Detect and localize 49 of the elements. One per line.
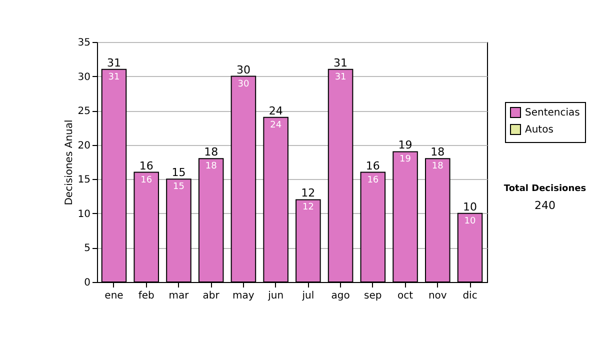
y-tick-label: 0 [84, 278, 90, 288]
data-label: 16 [140, 175, 152, 186]
total-label: 15 [172, 166, 186, 180]
y-tick-label: 35 [78, 38, 90, 48]
y-axis-title: Decisiones Anual [64, 120, 75, 206]
data-label: 15 [172, 182, 184, 192]
x-tick-label: mar [168, 290, 190, 302]
data-label: 30 [238, 79, 250, 90]
data-label: 16 [367, 175, 379, 186]
total-label: 18 [430, 146, 445, 159]
data-label: 18 [205, 162, 218, 172]
x-tick-label: sep [364, 290, 382, 302]
y-tick-label: 15 [78, 174, 90, 186]
total-label: 12 [301, 186, 316, 200]
total-label: 31 [334, 56, 348, 70]
x-tick-label: jun [267, 290, 284, 302]
text: 240 [534, 199, 556, 212]
data-label: 18 [432, 162, 444, 172]
x-tick-label: ene [104, 290, 124, 302]
legend-label: Autos [525, 124, 554, 136]
total-label: 24 [268, 104, 283, 118]
x-tick-label: may [232, 290, 254, 302]
x-tick-label: ago [331, 290, 350, 302]
x-tick-label: oct [398, 290, 414, 302]
total-label: 16 [366, 159, 380, 172]
x-tick-label: abr [202, 290, 220, 302]
data-label: 10 [464, 216, 476, 226]
x-tick-label: feb [138, 290, 154, 302]
total-label: 16 [139, 159, 154, 172]
data-label: 31 [108, 72, 120, 82]
y-tick-label: 10 [78, 208, 90, 220]
x-tick-label: nov [428, 290, 447, 302]
x-tick-label: jul [301, 290, 314, 302]
data-label: 12 [302, 202, 314, 213]
data-label: 24 [270, 120, 282, 130]
text: Total Decisiones [504, 184, 586, 194]
total-label: 19 [398, 138, 412, 152]
legend-label: Sentencias [525, 108, 580, 118]
y-tick-label: 5 [84, 243, 90, 254]
x-tick-label: dic [462, 290, 478, 302]
data-label: 31 [334, 72, 346, 82]
y-tick-label: 30 [78, 72, 90, 83]
y-tick-label: 20 [78, 140, 90, 152]
total-label: 18 [204, 146, 218, 159]
total-label: 10 [463, 200, 478, 214]
total-label: 31 [106, 56, 121, 70]
y-tick-label: 25 [78, 106, 90, 118]
total-label: 30 [236, 63, 250, 76]
data-label: 19 [400, 154, 412, 165]
